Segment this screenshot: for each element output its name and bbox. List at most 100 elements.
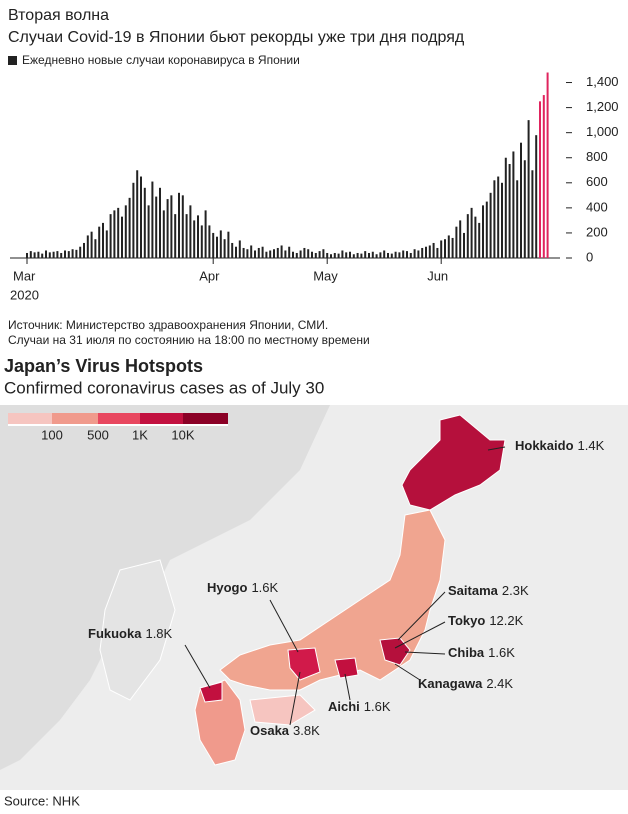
bar: [520, 142, 522, 258]
bar: [516, 180, 519, 258]
bar: [349, 251, 351, 258]
y-tick-label: 1,200: [586, 99, 619, 114]
y-tick-label: 200: [586, 224, 608, 239]
mainland: [0, 405, 330, 770]
bar: [151, 181, 154, 258]
bar: [52, 251, 55, 258]
region-name: Osaka: [250, 723, 290, 738]
bar: [197, 215, 199, 258]
bar: [303, 247, 306, 258]
bar: [474, 216, 477, 258]
bar: [204, 210, 207, 258]
bar: [216, 236, 218, 258]
bar: [402, 250, 405, 258]
region-label: Hyogo 1.6K: [207, 580, 279, 595]
bar: [326, 252, 329, 258]
chart-title: Вторая волна: [8, 7, 109, 24]
bar: [26, 252, 28, 258]
bar: [295, 252, 298, 258]
aichi-area: [334, 657, 359, 679]
bar: [356, 252, 359, 258]
bar: [102, 222, 104, 258]
bar: [379, 252, 382, 258]
region-value: 2.3K: [502, 583, 529, 598]
region-name: Hyogo: [207, 580, 248, 595]
region-label: Saitama 2.3K: [448, 583, 529, 598]
y-tick-label: 400: [586, 199, 608, 214]
bar: [113, 210, 116, 258]
y-tick-label: 1,400: [586, 74, 619, 89]
legend-label: 500: [87, 427, 109, 442]
bar: [33, 252, 36, 258]
bar: [425, 246, 427, 258]
bar: [284, 250, 287, 258]
bar: [98, 226, 101, 258]
bar: [162, 210, 165, 258]
x-tick-label: Jun: [427, 268, 448, 283]
bar: [375, 254, 378, 258]
bar: [501, 182, 503, 258]
bar: [189, 205, 192, 258]
bar: [246, 249, 249, 258]
osaka-area: [287, 647, 321, 681]
legend-label: 100: [41, 427, 63, 442]
bar: [333, 252, 336, 258]
bar: [406, 251, 408, 258]
bar: [288, 246, 291, 258]
bar: [208, 225, 211, 258]
bar: [170, 195, 173, 258]
legend-label: 1K: [132, 427, 148, 442]
bar: [364, 251, 367, 258]
region-name: Tokyo: [448, 613, 485, 628]
bar: [444, 239, 446, 258]
region-label: Kanagawa 2.4K: [418, 676, 513, 691]
y-tick-label: 1,000: [586, 124, 619, 139]
bar: [459, 220, 462, 258]
year-label: 2020: [10, 287, 39, 302]
bar: [219, 230, 222, 258]
region-name: Hokkaido: [515, 438, 574, 453]
bar: [440, 240, 443, 258]
hokkaido: [401, 414, 506, 511]
bar: [311, 251, 313, 258]
bar: [337, 253, 340, 258]
bar: [280, 245, 283, 258]
bar: [273, 249, 275, 258]
bar: [147, 205, 150, 258]
bar: [455, 226, 458, 258]
bar: [117, 207, 120, 258]
bar: [166, 199, 169, 258]
region-name: Fukuoka: [88, 626, 142, 641]
bar: [463, 232, 465, 258]
bar: [64, 250, 66, 258]
region-label: Fukuoka 1.8K: [88, 626, 173, 641]
bar: [56, 251, 59, 258]
bar: [90, 231, 93, 258]
bar: [121, 216, 123, 258]
bar: [504, 157, 507, 258]
legend-swatch: [98, 413, 140, 424]
bar: [451, 237, 454, 258]
region-label: Tokyo 12.2K: [448, 613, 524, 628]
bar: [436, 247, 439, 258]
bar: [265, 251, 268, 258]
bar: [254, 250, 256, 258]
korea: [99, 559, 176, 701]
bar: [542, 95, 545, 258]
region-name: Kanagawa: [418, 676, 483, 691]
legend-swatch: [52, 413, 98, 424]
region-value: 2.4K: [486, 676, 513, 691]
legend-swatch: [8, 56, 17, 65]
bar: [155, 196, 158, 258]
bar: [37, 251, 40, 258]
region-name: Saitama: [448, 583, 499, 598]
bar: [478, 222, 481, 258]
bar: [174, 214, 177, 258]
bar: [67, 251, 70, 258]
bar: [368, 252, 370, 258]
x-tick-label: Mar: [13, 268, 36, 283]
region-label: Hokkaido 1.4K: [515, 438, 605, 453]
bar: [193, 220, 196, 258]
region-label: Chiba 1.6K: [448, 645, 515, 660]
